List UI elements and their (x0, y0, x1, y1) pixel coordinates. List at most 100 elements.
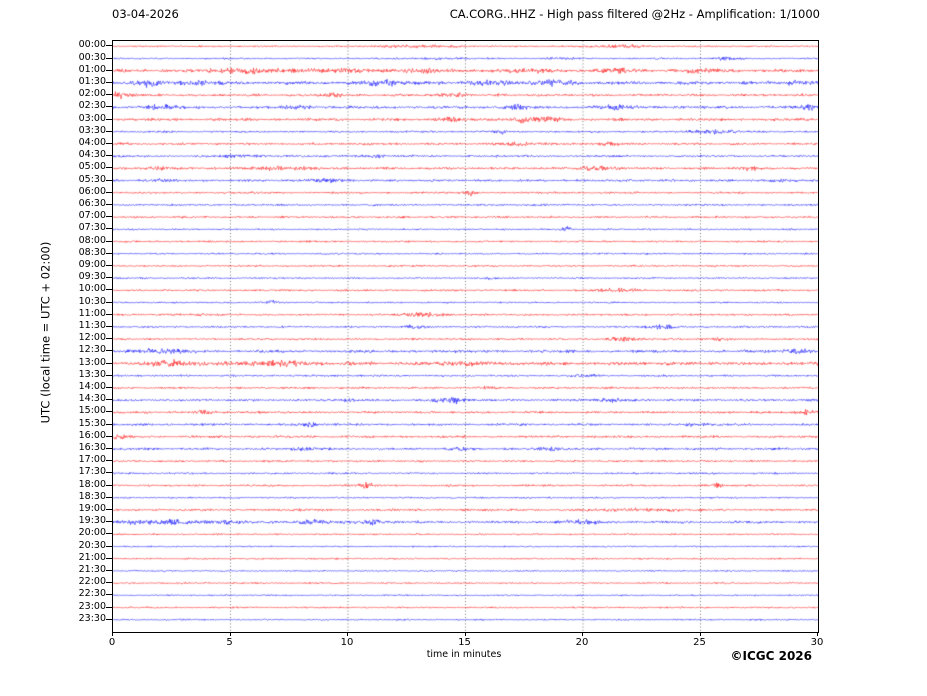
y-tick-label: 02:30 (78, 100, 106, 112)
y-tick-label: 03:00 (78, 112, 106, 124)
y-tick-label: 05:30 (78, 173, 106, 185)
y-tick-mark (106, 325, 112, 327)
y-tick-mark (106, 508, 112, 510)
y-tick-mark (106, 350, 112, 352)
y-tick-label: 01:00 (78, 63, 106, 75)
y-tick-label: 14:00 (78, 380, 106, 392)
y-tick-mark (106, 618, 112, 620)
y-tick-mark (106, 435, 112, 437)
y-tick-mark (106, 252, 112, 254)
y-tick-label: 12:00 (78, 332, 106, 344)
y-tick-mark (106, 399, 112, 401)
y-tick-mark (106, 167, 112, 169)
x-tick-mark (699, 632, 701, 636)
y-tick-mark (106, 216, 112, 218)
x-tick-mark (582, 632, 583, 636)
y-tick-label: 16:00 (78, 429, 106, 441)
y-tick-label: 01:30 (78, 75, 106, 87)
y-tick-mark (106, 81, 112, 83)
copyright-label: ©ICGC 2026 (730, 649, 812, 663)
y-tick-label: 20:00 (78, 527, 106, 539)
y-tick-mark (106, 423, 112, 425)
y-tick-mark (106, 386, 112, 388)
y-tick-label: 18:30 (78, 490, 106, 502)
y-tick-mark (106, 203, 112, 205)
y-tick-mark (106, 594, 112, 596)
y-tick-mark (106, 338, 112, 340)
y-tick-mark (106, 362, 112, 364)
y-tick-mark (106, 582, 112, 584)
y-tick-label: 12:30 (78, 344, 106, 356)
y-tick-mark (106, 301, 112, 303)
y-tick-label: 02:00 (78, 88, 106, 100)
x-tick-mark (464, 632, 466, 636)
x-tick-label: 10 (340, 637, 354, 648)
y-tick-mark (106, 130, 112, 132)
y-tick-mark (106, 606, 112, 608)
y-tick-label: 19:00 (78, 502, 106, 514)
y-tick-label: 10:30 (78, 295, 106, 307)
y-tick-label: 19:30 (78, 515, 106, 527)
y-tick-mark (106, 69, 112, 71)
x-tick-mark (347, 632, 348, 636)
y-tick-label: 06:30 (78, 197, 106, 209)
y-tick-label: 06:00 (78, 185, 106, 197)
x-tick-mark (817, 632, 818, 636)
y-tick-mark (106, 277, 112, 279)
y-tick-label: 13:00 (78, 356, 106, 368)
y-tick-label: 22:30 (78, 588, 106, 600)
y-tick-mark (106, 472, 112, 474)
y-tick-label: 23:00 (78, 600, 106, 612)
x-tick-label: 15 (458, 637, 471, 648)
y-tick-label: 10:00 (78, 283, 106, 295)
helicorder-canvas (113, 41, 818, 632)
y-tick-mark (106, 484, 112, 486)
y-tick-label: 23:30 (78, 612, 106, 624)
y-tick-label: 15:30 (78, 417, 106, 429)
y-tick-label: 09:00 (78, 258, 106, 270)
y-tick-label: 13:30 (78, 368, 106, 380)
y-tick-label: 04:30 (78, 149, 106, 161)
y-tick-label: 18:00 (78, 478, 106, 490)
y-tick-mark (106, 557, 112, 559)
station-title: CA.CORG..HHZ - High pass filtered @2Hz -… (449, 7, 820, 21)
y-tick-label: 11:30 (78, 319, 106, 331)
y-tick-label: 00:00 (78, 39, 106, 51)
date-title: 03-04-2026 (112, 7, 179, 21)
y-tick-mark (106, 521, 112, 523)
y-tick-label: 17:30 (78, 466, 106, 478)
x-axis-label: time in minutes (426, 649, 502, 660)
y-tick-mark (106, 264, 112, 266)
y-tick-label: 20:30 (78, 539, 106, 551)
y-tick-mark (106, 118, 112, 120)
y-tick-label: 17:00 (78, 454, 106, 466)
y-tick-mark (106, 45, 112, 47)
y-tick-mark (106, 374, 112, 376)
y-tick-label: 22:00 (78, 576, 106, 588)
x-tick-label: 30 (810, 637, 824, 648)
y-tick-mark (106, 447, 112, 449)
x-tick-mark (112, 632, 113, 636)
y-tick-label: 03:30 (78, 124, 106, 136)
x-tick-label: 0 (108, 637, 116, 648)
y-tick-label: 15:00 (78, 405, 106, 417)
x-tick-mark (229, 632, 231, 636)
y-tick-mark (106, 496, 112, 498)
y-tick-mark (106, 94, 112, 96)
y-tick-label: 07:00 (78, 210, 106, 222)
x-tick-label: 20 (575, 637, 589, 648)
y-tick-mark (106, 545, 112, 547)
y-tick-mark (106, 411, 112, 413)
y-tick-label: 05:00 (78, 161, 106, 173)
x-tick-label: 5 (226, 637, 233, 648)
y-tick-mark (106, 289, 112, 291)
y-tick-label: 21:30 (78, 563, 106, 575)
y-tick-label: 14:30 (78, 393, 106, 405)
y-tick-label: 08:00 (78, 234, 106, 246)
y-tick-mark (106, 569, 112, 571)
y-tick-label: 04:00 (78, 136, 106, 148)
y-tick-mark (106, 533, 112, 535)
y-tick-mark (106, 179, 112, 181)
y-tick-label: 08:30 (78, 246, 106, 258)
plot-area (112, 40, 819, 633)
